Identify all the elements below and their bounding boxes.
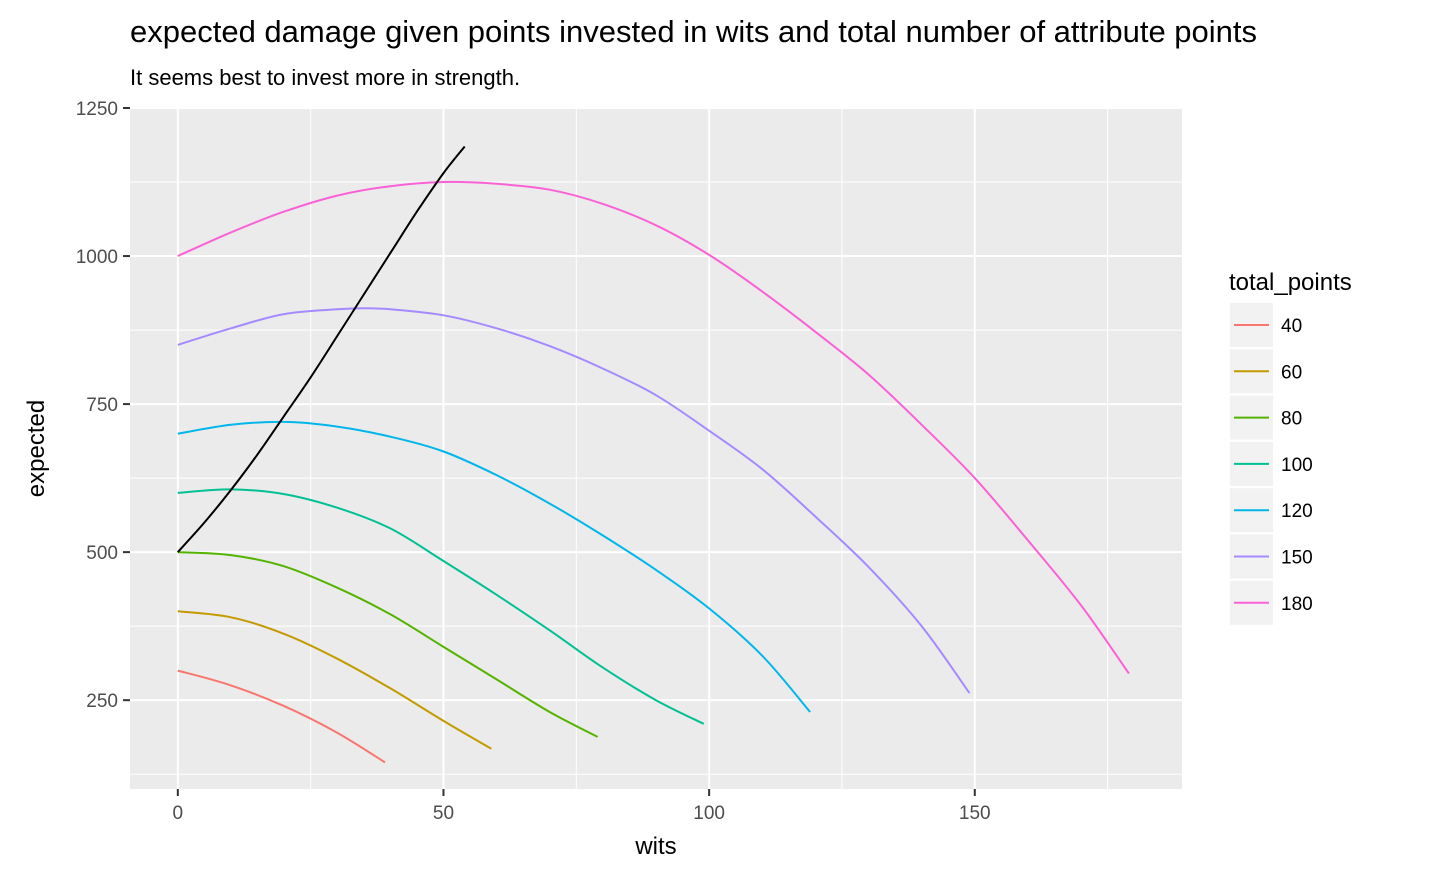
- chart-title: expected damage given points invested in…: [130, 14, 1258, 49]
- x-tick-label: 50: [433, 803, 454, 824]
- x-tick-label: 100: [693, 803, 725, 824]
- x-tick-label: 150: [959, 803, 991, 824]
- x-tick-label: 0: [173, 803, 184, 824]
- panel-background: [130, 108, 1182, 789]
- axes: 0 50 100 150 250 500 750 1000 1250: [76, 99, 991, 824]
- legend-label: 180: [1281, 594, 1313, 615]
- y-tick-label: 1000: [76, 247, 118, 268]
- series-line-40: [177, 669, 386, 764]
- grid-lines: [130, 107, 1182, 789]
- series-line-100: [177, 488, 705, 725]
- series-line-120: [177, 420, 811, 713]
- series-line-60: [177, 610, 492, 750]
- series-line-unlabeled: [177, 145, 466, 553]
- legend-label: 120: [1281, 501, 1313, 522]
- y-axis-title: expected: [23, 400, 50, 497]
- x-axis-title: wits: [634, 833, 676, 860]
- legend-label: 80: [1281, 409, 1302, 430]
- legend-label: 40: [1281, 316, 1302, 337]
- series-line-180: [177, 180, 1130, 675]
- plot-panel: [130, 108, 1182, 789]
- y-tick-label: 250: [86, 691, 118, 712]
- y-tick-label: 750: [86, 395, 118, 416]
- legend: total_points 40 60 80 100 120 150 180: [1229, 269, 1352, 625]
- series-line-80: [177, 551, 599, 738]
- series-line-150: [177, 307, 971, 694]
- legend-label: 60: [1281, 362, 1302, 383]
- series-lines: [177, 145, 1130, 764]
- chart-subtitle: It seems best to invest more in strength…: [130, 65, 521, 90]
- legend-title: total_points: [1229, 269, 1352, 296]
- y-tick-label: 1250: [76, 99, 118, 120]
- y-tick-label: 500: [86, 543, 118, 564]
- legend-label: 150: [1281, 548, 1313, 569]
- legend-label: 100: [1281, 455, 1313, 476]
